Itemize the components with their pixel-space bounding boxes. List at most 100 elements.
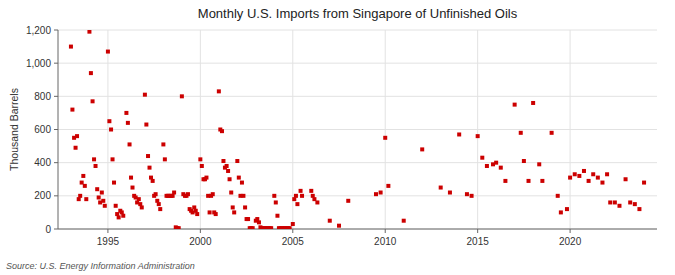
point <box>637 207 641 211</box>
point <box>200 164 204 168</box>
x-tick <box>292 229 293 233</box>
x-grid-line <box>385 30 386 229</box>
y-tick <box>54 96 58 97</box>
point <box>157 202 161 206</box>
y-tick-label: 800 <box>34 91 51 102</box>
point <box>158 207 162 211</box>
point <box>274 200 278 204</box>
background <box>0 0 675 275</box>
point <box>374 192 378 196</box>
source-note: Source: U.S. Energy Information Administ… <box>6 261 195 271</box>
y-grid-line <box>58 129 657 130</box>
point <box>582 169 586 173</box>
point <box>94 164 98 168</box>
y-tick-label: 600 <box>34 124 51 135</box>
x-tick-label: 2010 <box>374 236 397 247</box>
point <box>137 197 141 201</box>
point <box>112 181 116 185</box>
point <box>97 195 101 199</box>
point <box>457 132 461 136</box>
point <box>291 222 295 226</box>
y-tick <box>54 162 58 163</box>
point <box>379 191 383 195</box>
point <box>198 157 202 161</box>
point <box>550 131 554 135</box>
point <box>151 179 155 183</box>
y-tick-label: 200 <box>34 190 51 201</box>
x-grid-line <box>107 30 108 229</box>
point <box>109 128 113 132</box>
point <box>633 202 637 206</box>
x-tick-label: 2015 <box>467 236 490 247</box>
point <box>485 164 489 168</box>
point <box>220 129 224 133</box>
y-grid-line <box>58 63 657 64</box>
point <box>131 186 135 190</box>
point <box>642 181 646 185</box>
point <box>100 191 104 195</box>
point <box>295 202 299 206</box>
point <box>81 174 85 178</box>
point <box>186 192 190 196</box>
x-tick-label: 2005 <box>282 236 305 247</box>
y-axis-label: Thousand Barrels <box>8 88 20 171</box>
point <box>608 200 612 204</box>
point <box>226 169 230 173</box>
point <box>95 187 99 191</box>
y-tick-label: 1,200 <box>26 25 51 36</box>
grid <box>58 30 657 229</box>
point <box>420 147 424 151</box>
point <box>103 204 107 208</box>
point <box>480 156 484 160</box>
y-tick <box>54 30 58 31</box>
y-grid-line <box>58 229 657 230</box>
point <box>294 194 298 198</box>
point <box>465 192 469 196</box>
x-grid-line <box>200 30 201 229</box>
y-tick <box>54 63 58 64</box>
point <box>91 99 95 103</box>
chart: 02004006008001,0001,20019952000200520102… <box>0 0 675 275</box>
point <box>107 119 111 123</box>
y-grid-line <box>58 30 657 31</box>
x-grid-line <box>570 30 571 229</box>
point <box>124 111 128 115</box>
point <box>129 176 133 180</box>
point <box>78 194 82 198</box>
point <box>300 194 304 198</box>
y-tick <box>54 129 58 130</box>
point <box>241 194 245 198</box>
point <box>591 172 595 176</box>
point <box>231 205 235 209</box>
point <box>75 134 79 138</box>
point <box>172 191 176 195</box>
point <box>540 179 544 183</box>
point <box>251 226 255 229</box>
point <box>527 179 531 183</box>
point <box>531 101 535 105</box>
point <box>556 194 560 198</box>
point <box>600 181 604 185</box>
point <box>240 181 244 185</box>
point <box>565 207 569 211</box>
point <box>177 226 181 229</box>
point <box>269 226 273 229</box>
point <box>624 177 628 181</box>
point <box>74 146 78 150</box>
x-tick <box>477 229 478 233</box>
point <box>208 210 212 214</box>
point <box>232 210 236 214</box>
point <box>628 200 632 204</box>
y-grid-line <box>58 162 657 163</box>
point <box>587 179 591 183</box>
point <box>476 134 480 138</box>
x-tick <box>385 229 386 233</box>
point <box>243 205 247 209</box>
point <box>121 214 125 218</box>
point <box>140 205 144 209</box>
point <box>84 197 88 201</box>
x-tick-label: 1995 <box>97 236 120 247</box>
point <box>117 215 121 219</box>
point <box>568 176 572 180</box>
point <box>237 176 241 180</box>
